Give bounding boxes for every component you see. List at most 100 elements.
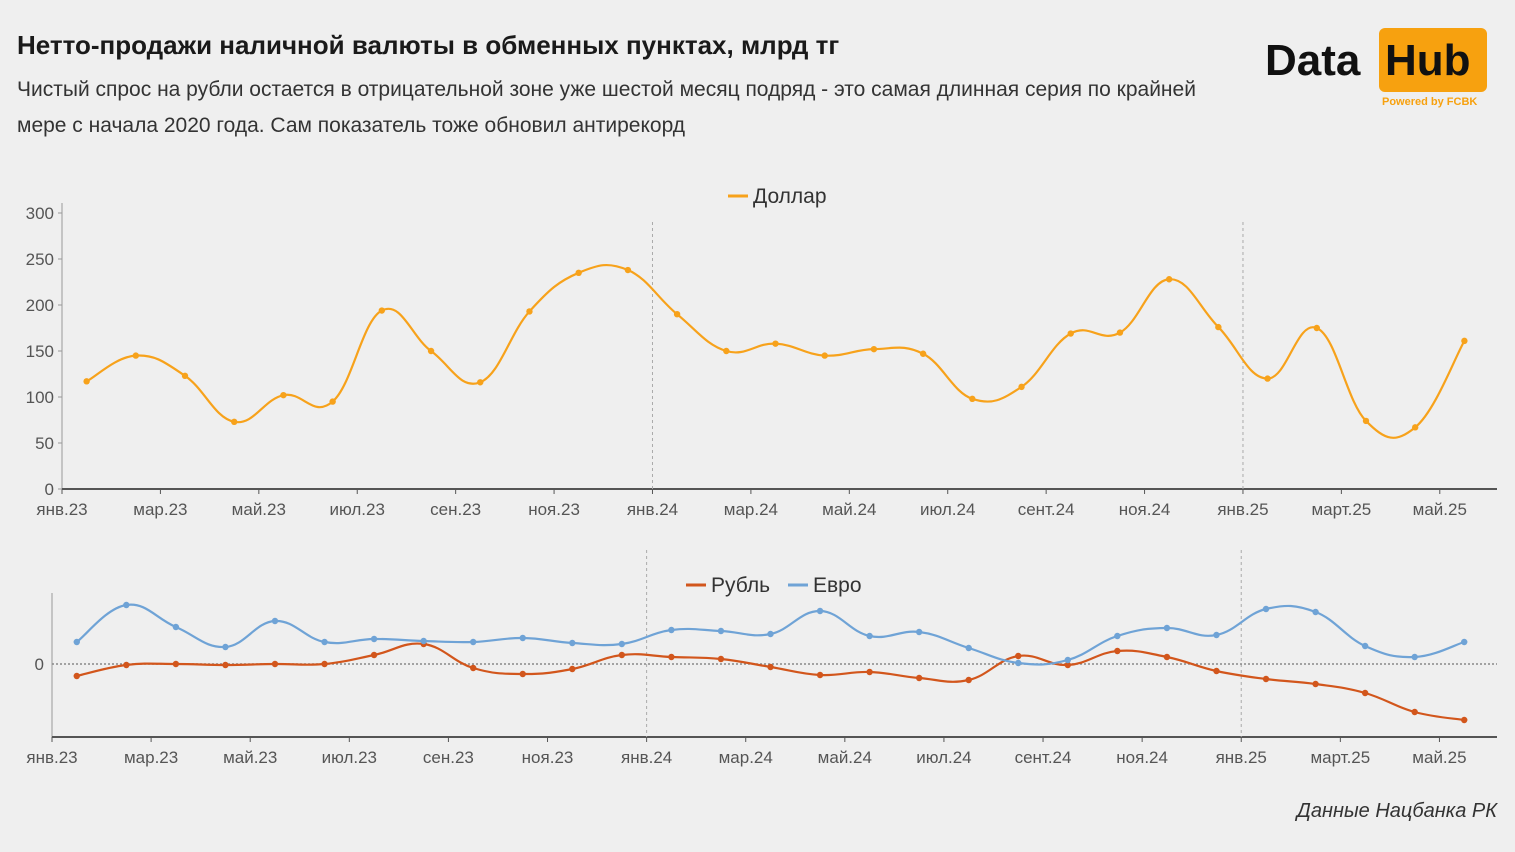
- data-point: [469, 664, 477, 672]
- x-tick-label: янв.23: [36, 500, 87, 519]
- data-point: [816, 607, 824, 615]
- x-tick-label: июл.23: [322, 748, 377, 767]
- data-point: [915, 674, 923, 682]
- data-point: [618, 640, 626, 648]
- x-tick-label: май.23: [232, 500, 286, 519]
- x-tick-label: сент.24: [1018, 500, 1075, 519]
- data-point: [280, 391, 287, 399]
- data-point: [1313, 324, 1320, 332]
- data-point: [723, 347, 730, 355]
- data-point: [772, 340, 779, 347]
- data-point: [427, 347, 435, 355]
- data-point: [1064, 656, 1072, 664]
- y-tick-label: 300: [26, 204, 54, 223]
- data-point: [519, 634, 526, 642]
- data-point: [271, 660, 279, 668]
- y-tick-label: 200: [26, 296, 54, 315]
- series-line-1-0: [76, 642, 1465, 722]
- data-point: [181, 372, 189, 380]
- data-point: [1461, 716, 1468, 724]
- legend-label: Рубль: [711, 574, 770, 597]
- data-point: [378, 307, 386, 314]
- data-point: [321, 660, 328, 668]
- datahub-logo: Data Hub Powered by FCBK: [1265, 28, 1495, 113]
- x-tick-label: ноя.24: [1116, 748, 1168, 767]
- logo-tagline: Powered by FCBK: [1382, 96, 1478, 108]
- data-point: [1114, 632, 1121, 640]
- data-point: [1163, 653, 1171, 661]
- data-point: [816, 671, 824, 679]
- data-point: [767, 663, 774, 671]
- data-point: [1116, 329, 1124, 336]
- data-point: [519, 670, 526, 678]
- x-tick-label: май.23: [223, 748, 277, 767]
- logo-hub-box: Hub: [1379, 28, 1487, 92]
- data-point: [123, 661, 130, 669]
- logo-text-hub: Hub: [1385, 36, 1471, 85]
- x-tick-label: мар.23: [133, 500, 187, 519]
- data-point: [172, 623, 180, 631]
- y-tick-label: 250: [26, 250, 54, 269]
- data-point: [866, 632, 873, 640]
- logo-text-data: Data: [1265, 36, 1361, 85]
- data-point: [569, 639, 576, 647]
- data-point: [1262, 675, 1270, 683]
- data-point: [870, 345, 878, 353]
- chart-title: Нетто-продажи наличной валюты в обменных…: [17, 30, 840, 60]
- x-tick-label: июл.23: [330, 500, 385, 519]
- data-point: [321, 638, 328, 646]
- x-tick-label: июл.24: [920, 500, 975, 519]
- x-tick-label: мар.23: [124, 748, 178, 767]
- data-point: [575, 269, 582, 276]
- data-point: [717, 627, 725, 635]
- data-point: [1262, 605, 1270, 613]
- data-point: [420, 637, 427, 645]
- data-point: [1064, 661, 1072, 669]
- data-point: [222, 643, 229, 651]
- data-point: [767, 630, 774, 638]
- data-point: [73, 672, 80, 680]
- data-point: [821, 352, 828, 359]
- data-point: [866, 668, 873, 676]
- legend-label: Евро: [813, 574, 862, 597]
- data-point: [618, 651, 626, 659]
- source-note: Данные Нацбанка РК: [1296, 800, 1497, 822]
- x-tick-label: май.25: [1412, 748, 1466, 767]
- x-tick-label: май.24: [822, 500, 876, 519]
- x-tick-label: янв.25: [1216, 748, 1267, 767]
- data-point: [271, 617, 279, 625]
- x-tick-label: янв.23: [26, 748, 77, 767]
- x-tick-label: ноя.24: [1119, 500, 1171, 519]
- data-point: [1264, 375, 1271, 382]
- data-point: [1312, 608, 1319, 616]
- data-point: [132, 352, 140, 359]
- data-point: [1015, 659, 1022, 667]
- series-line-0-0: [86, 263, 1466, 439]
- data-point: [919, 350, 927, 357]
- data-point: [1213, 667, 1220, 675]
- y-tick-label: 0: [45, 480, 54, 499]
- x-tick-label: янв.25: [1217, 500, 1268, 519]
- data-point: [668, 653, 675, 661]
- data-point: [83, 378, 90, 385]
- data-point: [1015, 652, 1022, 660]
- data-point: [1361, 689, 1369, 697]
- data-point: [526, 308, 533, 315]
- data-point: [1411, 653, 1418, 661]
- data-point: [1213, 631, 1220, 639]
- x-tick-label: янв.24: [627, 500, 678, 519]
- data-point: [1163, 624, 1171, 632]
- data-point: [329, 398, 336, 405]
- data-point: [1461, 337, 1468, 345]
- data-point: [1411, 424, 1419, 431]
- data-point: [231, 418, 238, 426]
- y-tick-label: 150: [26, 342, 54, 361]
- data-point: [1165, 276, 1173, 283]
- y-tick-label: 0: [35, 655, 44, 674]
- x-tick-label: янв.24: [621, 748, 672, 767]
- legend-label: Доллар: [753, 185, 827, 208]
- y-tick-label: 100: [26, 388, 54, 407]
- data-point: [1114, 647, 1121, 655]
- data-point: [1067, 330, 1074, 337]
